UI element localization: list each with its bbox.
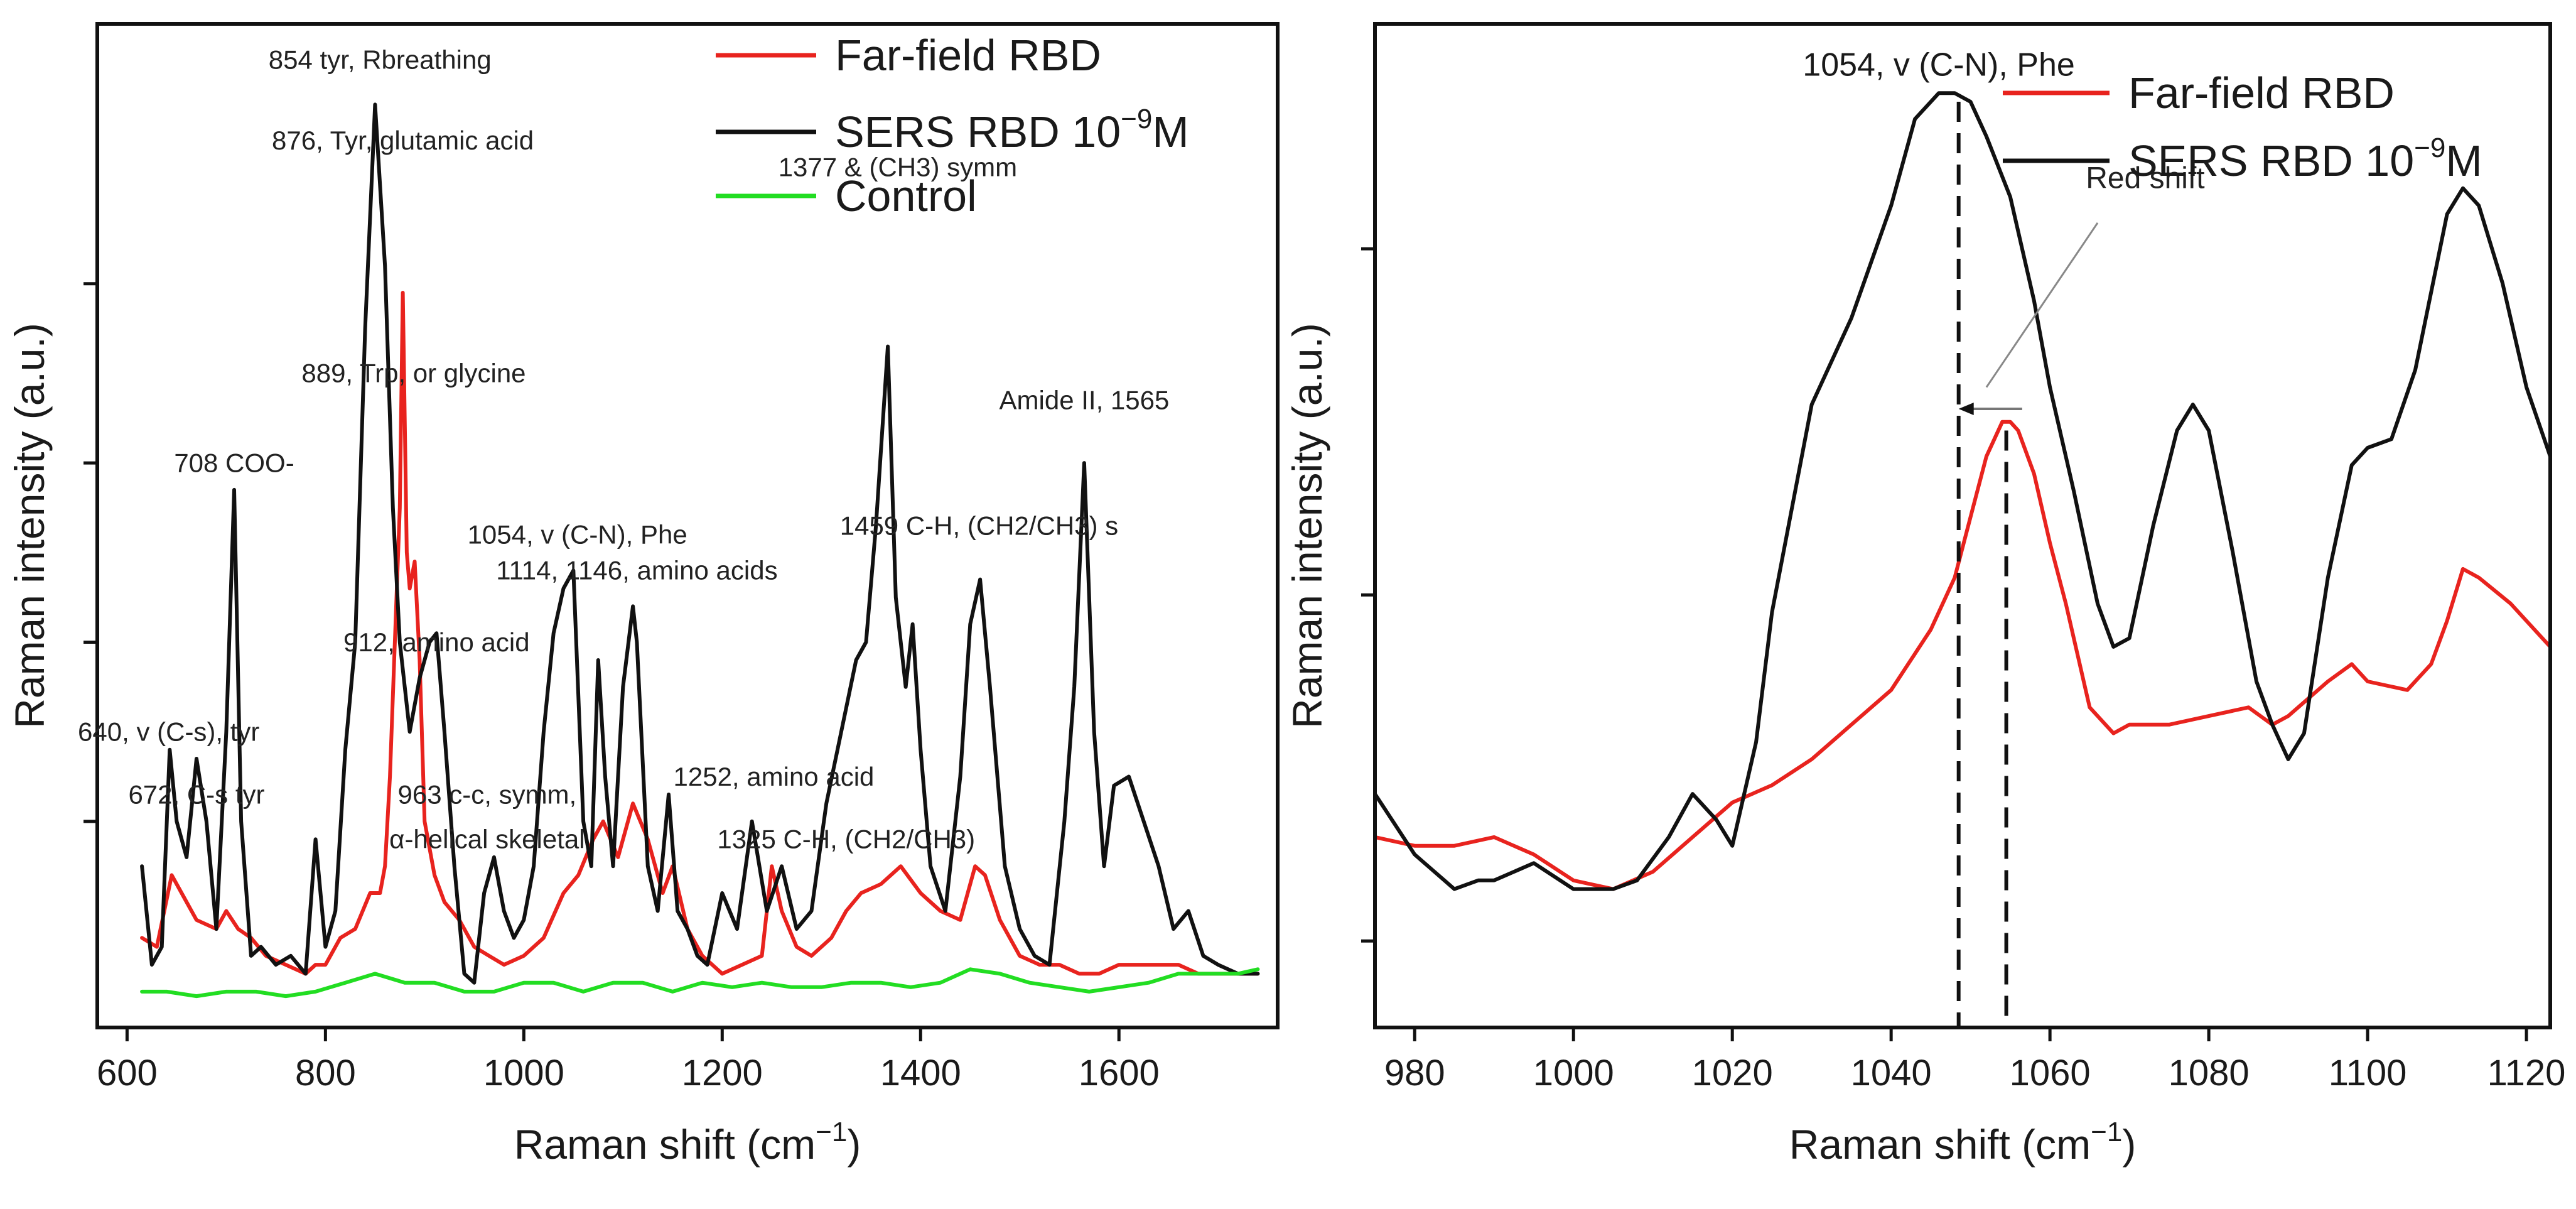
left-annotation-672-c-s-tyr: 672, C-s tyr <box>128 779 264 809</box>
left-annotation-708-coo: 708 COO- <box>174 448 294 477</box>
left-x-tick-label: 1400 <box>880 1053 961 1093</box>
left-plot-frame <box>95 22 1280 1029</box>
legend-sers-main: SERS RBD 10 <box>835 107 1121 156</box>
right-x-tick-label: 1100 <box>2329 1053 2407 1093</box>
left-x-tick-label: 1600 <box>1079 1053 1160 1093</box>
right-legend-label-far-field: Far-field RBD <box>2128 68 2395 117</box>
right-x-title-main: Raman shift (cm <box>1789 1121 2091 1168</box>
legend-sers-unit: M <box>1152 107 1188 156</box>
left-annotation-1054-v-c-n-phe: 1054, v (C-N), Phe <box>468 520 687 550</box>
left-legend: Far-field RBD SERS RBD 10−9M Control <box>716 31 1189 220</box>
right-x-tick-label: 1020 <box>1692 1053 1773 1093</box>
left-x-title-sup: −1 <box>816 1117 847 1147</box>
left-annotation-876-tyr-glutamic-acid: 876, Tyr, glutamic acid <box>272 126 534 155</box>
left-chart-panel: 600 800 1000 1200 1400 1600 640, v (C-s), tyr… <box>6 22 1280 1168</box>
right-x-tick-label: 1040 <box>1851 1053 1932 1093</box>
right-legend-sers-unit: M <box>2445 136 2482 185</box>
right-x-tick-label: 1000 <box>1533 1053 1614 1093</box>
right-red-shift-pointer <box>1985 222 2099 388</box>
right-legend-label-sers: SERS RBD 10−9M <box>2128 133 2482 185</box>
left-annotation-1325-c-h-ch2-ch3: 1325 C-H, (CH2/CH3) <box>717 825 975 854</box>
left-annotation-912-amino-acid: 912, amino acid <box>343 627 530 657</box>
right-annotation-red-shift: Red shift <box>2086 162 2204 195</box>
left-annotation-helical-skeletal: α-helical skeletal <box>389 825 585 854</box>
right-x-title-close: ) <box>2122 1121 2136 1168</box>
left-series-control <box>140 967 1260 999</box>
left-x-tick-label: 800 <box>295 1053 356 1093</box>
left-x-title-close: ) <box>847 1121 861 1168</box>
right-plot-frame <box>1373 22 2552 1029</box>
left-x-axis-title: Raman shift (cm−1) <box>514 1117 861 1168</box>
legend-sers-exp: −9 <box>1121 104 1152 134</box>
right-y-axis-title: Raman intensity (a.u.) <box>1284 323 1330 729</box>
left-annotation-640-v-c-s-tyr: 640, v (C-s), tyr <box>78 717 259 746</box>
right-x-title-sup: −1 <box>2091 1117 2122 1147</box>
right-legend-sers-main: SERS RBD 10 <box>2128 136 2414 185</box>
right-x-tick-label: 980 <box>1384 1053 1445 1093</box>
left-annotation-889-trp-or-glycine: 889, Trp, or glycine <box>301 359 525 388</box>
right-legend-sers-exp: −9 <box>2414 133 2445 163</box>
left-annotation-1459-c-h-ch2-ch3-s: 1459 C-H, (CH2/CH3) s <box>840 511 1118 540</box>
left-series-sers-rbd-10-9m <box>140 102 1260 985</box>
right-annotation-1054-v-c-n-phe: 1054, v (C-N), Phe <box>1803 47 2075 84</box>
right-x-tick-label: 1080 <box>2169 1053 2250 1093</box>
left-annotation-amide-ii-1565: Amide II, 1565 <box>1000 386 1170 415</box>
left-series-far-field-rbd <box>140 291 1260 976</box>
legend-label-sers: SERS RBD 10−9M <box>835 104 1189 156</box>
left-y-axis-title: Raman intensity (a.u.) <box>6 323 53 729</box>
left-x-tick-label: 1000 <box>483 1053 564 1093</box>
right-series-far-field-rbd <box>1375 420 2550 891</box>
left-x-title-main: Raman shift (cm <box>514 1121 816 1168</box>
right-legend: Far-field RBD SERS RBD 10−9M <box>2003 68 2482 185</box>
left-x-tick-label: 1200 <box>682 1053 763 1093</box>
left-annotation-1252-amino-acid: 1252, amino acid <box>674 762 875 791</box>
legend-label-control: Control <box>835 171 977 220</box>
left-annotation-854-tyr-rbreathing: 854 tyr, Rbreathing <box>269 45 492 74</box>
left-annotation-963-c-c-symm: 963 c-c, symm, <box>398 779 577 809</box>
right-chart-panel: 980 1000 1020 1040 1060 1080 1100 1120 1054, v … <box>1284 22 2566 1168</box>
right-x-tick-label: 1120 <box>2487 1053 2566 1093</box>
legend-label-far-field: Far-field RBD <box>835 31 1101 80</box>
right-x-axis-title: Raman shift (cm−1) <box>1789 1117 2137 1168</box>
right-series-sers-rbd-10-9m <box>1375 91 2550 891</box>
right-x-tick-label: 1060 <box>2010 1053 2091 1093</box>
left-annotation-1114-1146-amino-acids: 1114, 1146, amino acids <box>496 556 777 585</box>
left-x-tick-label: 600 <box>97 1053 158 1093</box>
left-annotation-1377-ch3-symm: 1377 & (CH3) symm <box>779 153 1017 182</box>
right-shift-arrowhead <box>1958 403 1974 416</box>
